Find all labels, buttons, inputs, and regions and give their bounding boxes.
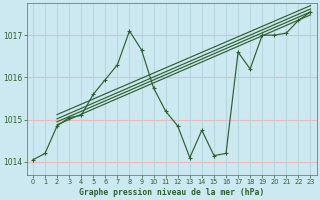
X-axis label: Graphe pression niveau de la mer (hPa): Graphe pression niveau de la mer (hPa): [79, 188, 264, 197]
